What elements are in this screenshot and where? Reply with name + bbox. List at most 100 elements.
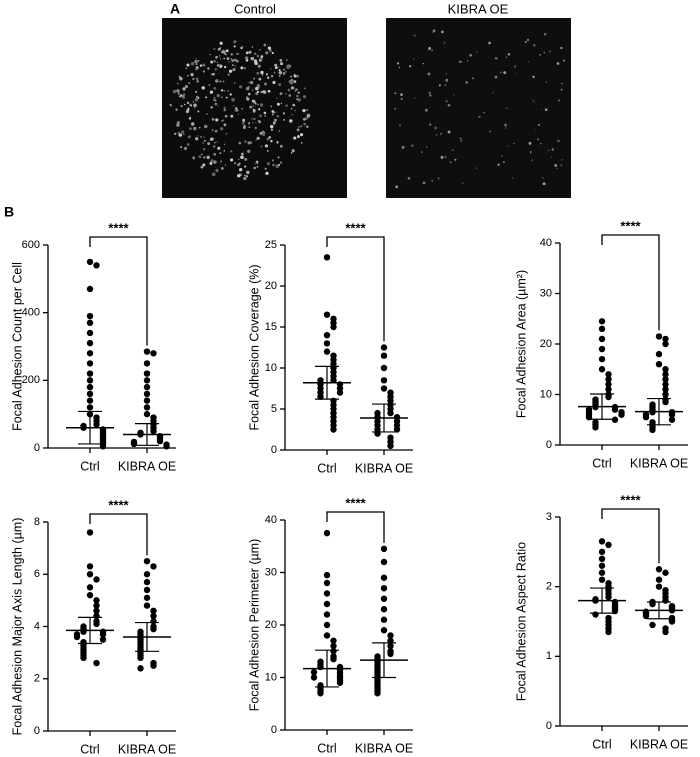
speckle <box>176 89 180 93</box>
y-axis-label: Focal Adhesion Area (µm²) <box>514 270 528 418</box>
speckle <box>237 113 239 115</box>
data-point <box>86 383 94 391</box>
speckle <box>186 143 190 146</box>
speckle <box>290 86 295 90</box>
speckle <box>219 152 222 155</box>
speckle <box>447 103 451 107</box>
error-bar <box>590 393 614 420</box>
data-point <box>310 674 318 681</box>
speckle <box>202 148 206 151</box>
speckle <box>285 71 287 73</box>
speckle <box>264 167 267 170</box>
speckle <box>497 163 500 166</box>
y-tick-label: 0 <box>34 725 40 737</box>
data-point <box>662 391 669 398</box>
data-point <box>143 571 151 578</box>
speckle <box>438 84 441 87</box>
speckle <box>191 122 195 126</box>
speckle <box>240 66 244 70</box>
speckle <box>544 108 548 112</box>
significance-bracket <box>601 508 660 564</box>
speckle <box>299 133 304 137</box>
data-point <box>93 659 100 667</box>
speckle <box>196 80 199 83</box>
data-point <box>380 616 388 623</box>
speckle <box>532 75 535 79</box>
speckle <box>202 142 205 144</box>
speckle <box>183 103 186 106</box>
data-point <box>143 377 151 384</box>
speckle <box>427 72 431 76</box>
speckle <box>454 158 457 161</box>
speckle <box>239 85 243 89</box>
y-tick-label: 25 <box>265 239 277 251</box>
y-tick-label: 400 <box>22 307 40 319</box>
speckle <box>241 122 245 125</box>
speckle <box>239 168 243 172</box>
significance-label: **** <box>620 492 641 507</box>
data-point <box>598 569 606 576</box>
speckle <box>201 153 203 156</box>
speckle <box>190 73 194 77</box>
speckle <box>422 62 425 65</box>
speckle <box>279 161 283 164</box>
speckle <box>285 59 288 61</box>
y-axis-label: Focal Adhesion Perimeter (µm) <box>247 539 261 712</box>
significance-bracket <box>89 236 148 346</box>
data-point <box>323 529 331 537</box>
data-point <box>86 258 94 266</box>
speckle <box>236 52 239 55</box>
speckle <box>214 68 217 71</box>
speckle <box>230 150 233 153</box>
significance-bracket <box>601 234 660 331</box>
data-point <box>655 350 663 358</box>
speckle <box>267 46 272 50</box>
x-tick-label: Ctrl <box>592 456 611 470</box>
speckle <box>503 71 507 75</box>
speckle <box>289 119 293 123</box>
speckle <box>259 49 261 51</box>
speckle <box>214 102 218 106</box>
speckle <box>201 86 205 90</box>
speckle <box>252 100 256 104</box>
speckle <box>261 74 264 76</box>
data-point <box>323 600 331 608</box>
speckle <box>400 93 403 96</box>
x-tick-label: KIBRA OE <box>118 742 176 756</box>
speckle <box>429 123 432 126</box>
speckle <box>461 182 464 185</box>
data-point <box>330 642 337 650</box>
speckle <box>400 97 403 100</box>
speckle <box>241 45 244 48</box>
speckle <box>257 119 260 123</box>
speckle <box>195 68 198 71</box>
speckle <box>507 53 511 56</box>
speckle <box>190 104 193 107</box>
panel-label: B <box>4 204 14 220</box>
data-point <box>662 597 669 604</box>
data-point <box>143 557 151 565</box>
speckle <box>193 126 197 131</box>
speckle <box>395 185 398 189</box>
speckle <box>306 109 309 111</box>
speckle <box>212 98 216 102</box>
speckle <box>187 107 190 110</box>
speckle <box>286 65 290 70</box>
speckle <box>282 112 286 115</box>
speckle <box>221 167 224 170</box>
speckle <box>539 142 542 145</box>
speckle <box>293 80 297 84</box>
speckle <box>200 165 204 169</box>
speckle <box>210 73 213 75</box>
speckle <box>215 168 219 173</box>
speckle <box>504 127 507 129</box>
speckle <box>240 46 243 50</box>
speckle <box>233 162 237 165</box>
speckle <box>451 149 454 152</box>
speckle <box>306 114 310 118</box>
data-point <box>668 411 676 418</box>
speckle <box>182 133 185 136</box>
speckle <box>189 127 192 130</box>
y-tick-label: 2 <box>34 673 40 685</box>
speckle <box>396 62 400 65</box>
